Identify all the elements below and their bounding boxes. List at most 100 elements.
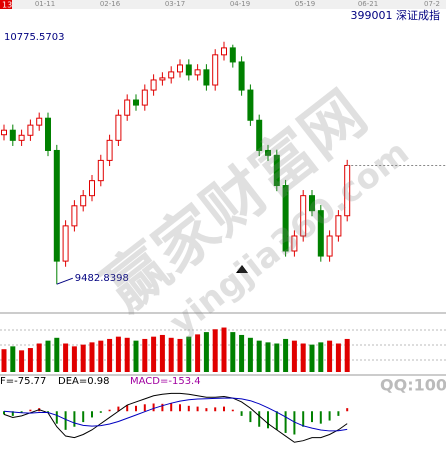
volume-bar bbox=[45, 340, 51, 372]
marker bbox=[236, 265, 248, 273]
index-label: 399001 深证成指 bbox=[351, 8, 441, 22]
volume-bar bbox=[239, 334, 245, 372]
candle-body bbox=[71, 205, 78, 227]
volume-bar bbox=[265, 342, 271, 372]
macd-line bbox=[3, 392, 348, 443]
candle-body bbox=[1, 129, 7, 136]
volume-bar bbox=[115, 336, 121, 372]
candle-body bbox=[36, 117, 43, 126]
candle-body bbox=[97, 159, 104, 182]
volume-bar bbox=[107, 338, 113, 372]
volume-bar bbox=[10, 346, 16, 372]
candle-body bbox=[89, 180, 95, 197]
volume-bar bbox=[327, 340, 333, 372]
volume-bar bbox=[291, 340, 297, 372]
candle-body bbox=[115, 114, 122, 141]
candle-body bbox=[212, 54, 219, 86]
date-bar bbox=[0, 0, 446, 9]
candle-body bbox=[326, 235, 333, 257]
candle-body bbox=[168, 71, 175, 79]
macd-dea-label: DEA=0.98 bbox=[58, 376, 110, 387]
date-label: 06-21 bbox=[358, 0, 378, 8]
volume-bar bbox=[186, 336, 192, 372]
low-label: 9482.8398 bbox=[75, 273, 129, 284]
candle-body bbox=[203, 69, 210, 86]
candle-body bbox=[159, 77, 166, 81]
volume-bar bbox=[98, 340, 104, 372]
volume-bar bbox=[63, 343, 69, 372]
volume-bar bbox=[71, 346, 77, 372]
volume-bar bbox=[133, 340, 139, 372]
volume-bar bbox=[1, 349, 7, 372]
candle-body bbox=[9, 129, 16, 141]
code-tag: 13 bbox=[2, 1, 12, 10]
candle-body bbox=[229, 47, 236, 63]
volume-bar bbox=[221, 327, 227, 372]
candle-body bbox=[106, 139, 113, 161]
volume-bar bbox=[168, 337, 174, 372]
volume-bar bbox=[151, 336, 157, 372]
candle-body bbox=[177, 64, 183, 73]
volume-bar bbox=[54, 337, 60, 372]
volume-bar bbox=[36, 343, 42, 372]
candle-body bbox=[45, 117, 51, 151]
volume-bar bbox=[318, 342, 324, 372]
qq-watermark: QQ:100 bbox=[380, 376, 446, 395]
volume-bar bbox=[195, 334, 201, 372]
volume-bar bbox=[230, 332, 236, 372]
candle-body bbox=[124, 99, 131, 116]
volume-bar bbox=[124, 337, 130, 372]
macd-dif-label: F=-75.77 bbox=[0, 376, 46, 387]
candle-body bbox=[309, 195, 315, 212]
volume-bar bbox=[283, 338, 289, 372]
volume-bar bbox=[159, 334, 165, 372]
candle-body bbox=[317, 210, 324, 257]
volume-bar bbox=[27, 348, 33, 372]
candle-body bbox=[194, 69, 201, 76]
macd-line bbox=[3, 397, 348, 432]
macd-value-label: MACD=-153.4 bbox=[130, 376, 201, 387]
candle-body bbox=[133, 99, 139, 106]
candle-body bbox=[141, 89, 148, 106]
volume-bar bbox=[300, 343, 306, 372]
candle-body bbox=[282, 185, 289, 252]
volume-bar bbox=[247, 337, 253, 372]
candle-body bbox=[256, 119, 263, 151]
volume-bar bbox=[177, 338, 183, 372]
date-label: 07-2 bbox=[424, 0, 440, 8]
candle-body bbox=[273, 154, 280, 187]
date-label: 01-11 bbox=[35, 0, 55, 8]
candle-body bbox=[238, 61, 245, 91]
date-label: 03-17 bbox=[165, 0, 185, 8]
volume-bar bbox=[256, 340, 262, 372]
candle-body bbox=[335, 215, 342, 237]
high-label: 10775.5703 bbox=[4, 32, 64, 43]
low-pointer bbox=[56, 277, 73, 285]
candle-body bbox=[291, 235, 298, 252]
volume-bar bbox=[344, 338, 350, 372]
volume-bar bbox=[80, 344, 86, 372]
date-label: 05-19 bbox=[295, 0, 315, 8]
date-label: 02-16 bbox=[100, 0, 121, 8]
candle-body bbox=[62, 225, 69, 262]
volume-bar bbox=[89, 342, 95, 372]
candle-body bbox=[247, 89, 254, 121]
volume-bar bbox=[274, 343, 280, 372]
candle-body bbox=[265, 149, 271, 156]
candle-body bbox=[80, 195, 87, 207]
candle-body bbox=[53, 149, 60, 262]
candle-body bbox=[18, 134, 25, 141]
candle-body bbox=[300, 195, 307, 237]
candle-body bbox=[150, 79, 157, 91]
candle-body bbox=[27, 124, 34, 136]
watermark: 赢家财富网 yingjia360.com bbox=[90, 77, 416, 344]
volume-bar bbox=[335, 343, 341, 372]
code-tag-box bbox=[0, 0, 12, 9]
volume-bar bbox=[203, 332, 209, 372]
volume-bar bbox=[212, 329, 218, 372]
candle-body bbox=[185, 64, 192, 76]
volume-bar bbox=[309, 344, 315, 372]
date-label: 04-19 bbox=[230, 0, 250, 8]
candle-body bbox=[221, 47, 227, 56]
